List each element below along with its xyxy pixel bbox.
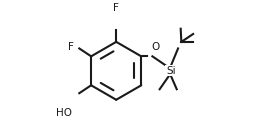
Text: Si: Si xyxy=(166,66,176,76)
Text: O: O xyxy=(151,42,159,52)
Text: F: F xyxy=(113,3,119,13)
Text: F: F xyxy=(68,42,73,52)
Text: HO: HO xyxy=(56,108,72,118)
